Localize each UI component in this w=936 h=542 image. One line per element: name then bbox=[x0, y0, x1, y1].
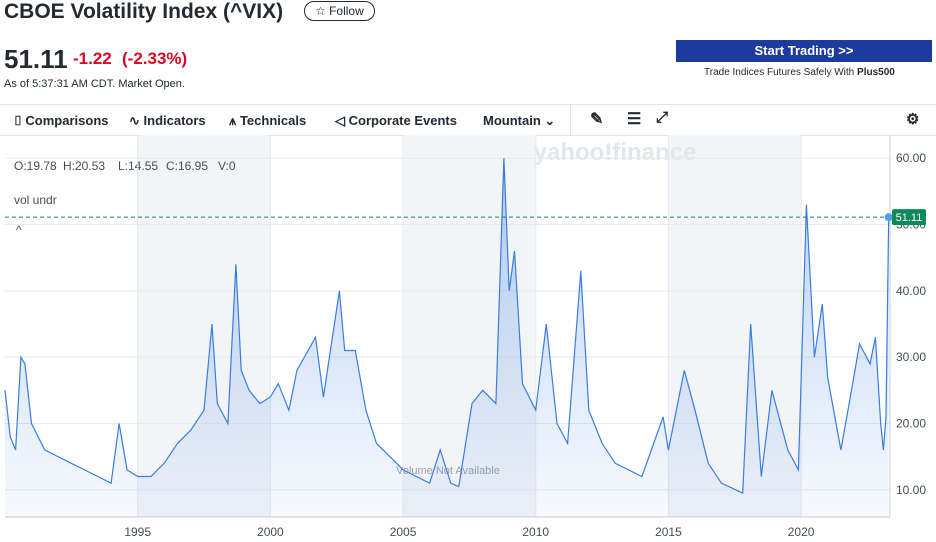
ohlc: V:0 bbox=[218, 159, 236, 173]
y-tick-label: 20.00 bbox=[896, 416, 926, 430]
toolbar-label: Corporate Events bbox=[348, 113, 457, 128]
toolbar-label: Indicators bbox=[143, 113, 206, 128]
follow-button[interactable]: ☆ Follow bbox=[304, 1, 375, 21]
price: 51.11 bbox=[4, 44, 68, 74]
y-tick-label: 60.00 bbox=[896, 151, 926, 165]
draw-icon[interactable]: ✎ bbox=[590, 111, 604, 128]
toolbar-item[interactable]: ⩚ Technicals bbox=[229, 113, 307, 128]
ohlc: C:16.95 bbox=[166, 159, 208, 173]
x-tick-label: 2015 bbox=[655, 525, 682, 539]
toolbar-item[interactable]: ⌷ Comparisons bbox=[14, 113, 109, 128]
watermark: yahoo!finance bbox=[534, 139, 697, 166]
ad-brand: Plus500 bbox=[857, 67, 895, 78]
y-tick-label: 40.00 bbox=[896, 284, 926, 298]
settings-icon[interactable]: ⚙ bbox=[906, 111, 920, 128]
title: CBOE Volatility Index (^VIX) bbox=[4, 0, 284, 23]
toolbar-label: Comparisons bbox=[25, 113, 109, 128]
separator bbox=[570, 105, 571, 135]
last-point bbox=[884, 213, 893, 222]
x-tick-label: 2000 bbox=[257, 525, 284, 539]
toolbar-item[interactable]: ◁ Corporate Events bbox=[335, 113, 457, 128]
toolbar-item[interactable]: Mountain ⌄ bbox=[483, 113, 556, 128]
x-tick-label: 2010 bbox=[522, 525, 549, 539]
toolbar-label: Technicals bbox=[239, 113, 307, 128]
x-tick-label: 2005 bbox=[390, 525, 417, 539]
x-tick-label: 2020 bbox=[788, 525, 815, 539]
price-tag bbox=[892, 209, 926, 226]
follow-label: Follow bbox=[329, 4, 364, 18]
change-pct: (-2.33%) bbox=[122, 49, 188, 68]
ad-button[interactable]: Start Trading >> bbox=[676, 40, 932, 62]
x-tick-label: 1995 bbox=[124, 525, 151, 539]
ad-copy: Trade Indices Futures Safely With bbox=[704, 67, 858, 78]
y-tick-label: 30.00 bbox=[896, 350, 926, 364]
change: -1.22 bbox=[73, 49, 112, 68]
menu-icon[interactable]: ☰ bbox=[627, 111, 642, 128]
y-tick-label: 10.00 bbox=[896, 483, 926, 497]
ohlc: O:19.78 bbox=[14, 159, 57, 173]
timestamp: As of 5:37:31 AM CDT. Market Open. bbox=[4, 78, 185, 90]
price-tag-label: 51.11 bbox=[896, 212, 923, 224]
collapse-icon[interactable]: ^ bbox=[16, 223, 22, 237]
study-label: vol undr bbox=[14, 193, 57, 207]
price-line bbox=[4, 158, 890, 495]
expand-icon[interactable]: ⤢ bbox=[656, 109, 669, 126]
toolbar-label: Mountain bbox=[483, 113, 541, 128]
ohlc: H:20.53 bbox=[63, 159, 105, 173]
ad-text: Trade Indices Futures Safely With Plus50… bbox=[704, 67, 895, 78]
area-fill bbox=[5, 158, 889, 517]
toolbar-item[interactable]: ∿ Indicators bbox=[129, 113, 206, 128]
